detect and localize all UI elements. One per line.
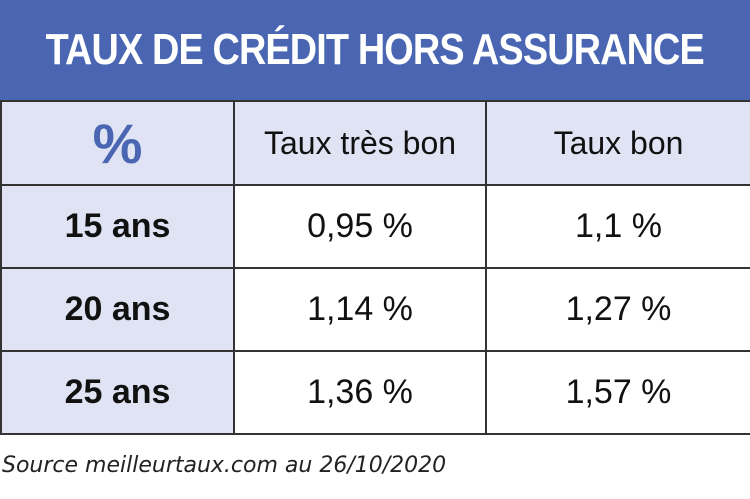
rate-cell-bon: 1,57 % [485, 350, 750, 435]
row-label-duration: 15 ans [0, 184, 235, 269]
title-banner: TAUX DE CRÉDIT HORS ASSURANCE [0, 0, 750, 100]
rate-cell-tres-bon: 0,95 % [233, 184, 487, 269]
rate-cell-tres-bon: 1,14 % [233, 267, 487, 352]
column-header-tres-bon: Taux très bon [233, 100, 487, 186]
row-label-duration: 20 ans [0, 267, 235, 352]
column-header-bon: Taux bon [485, 100, 750, 186]
percent-symbol: % [0, 100, 235, 186]
source-caption: Source meilleurtaux.com au 26/10/2020 [2, 453, 447, 478]
row-label-duration: 25 ans [0, 350, 235, 435]
rate-cell-bon: 1,27 % [485, 267, 750, 352]
table-header-row: % Taux très bon Taux bon [0, 100, 750, 186]
rate-cell-bon: 1,1 % [485, 184, 750, 269]
page-title: TAUX DE CRÉDIT HORS ASSURANCE [45, 25, 705, 74]
table-row: 20 ans 1,14 % 1,27 % [0, 267, 750, 352]
rate-cell-tres-bon: 1,36 % [233, 350, 487, 435]
table-row: 15 ans 0,95 % 1,1 % [0, 184, 750, 269]
rates-table: % Taux très bon Taux bon 15 ans 0,95 % 1… [0, 100, 750, 435]
table-row: 25 ans 1,36 % 1,57 % [0, 350, 750, 435]
